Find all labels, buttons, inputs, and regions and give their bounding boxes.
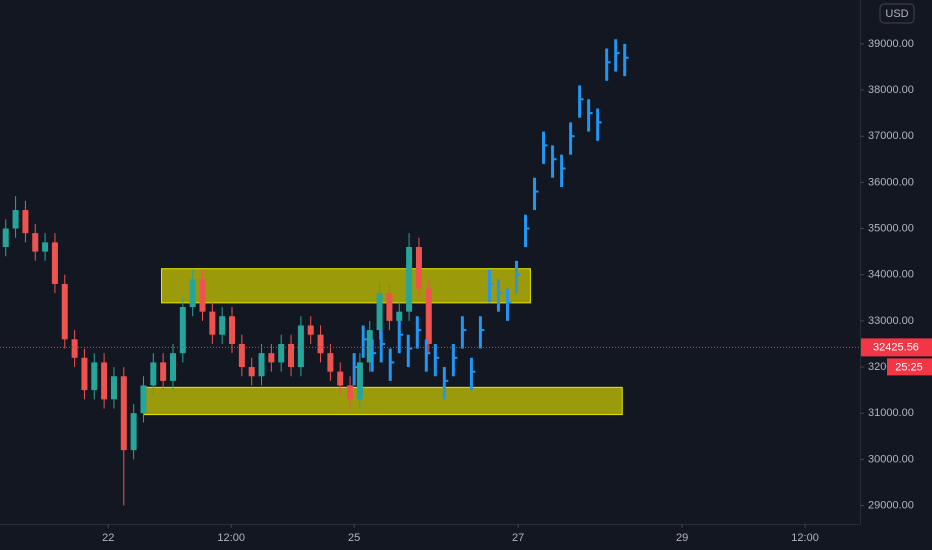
candle-body — [110, 376, 117, 400]
y-tick-label: 36000.00 — [868, 176, 914, 188]
candle-body — [337, 371, 344, 386]
candle-body — [22, 210, 29, 234]
candle-body — [317, 334, 324, 354]
zone — [142, 386, 623, 416]
candle-body — [130, 413, 137, 451]
candle-body — [189, 279, 196, 308]
candle-body — [71, 339, 78, 358]
y-tick-label: 29000.00 — [868, 499, 914, 511]
countdown-label: 25:25 — [895, 361, 923, 373]
y-tick-label: 31000.00 — [868, 407, 914, 419]
y-tick-label: 34000.00 — [868, 269, 914, 281]
currency-button[interactable] — [879, 3, 915, 24]
candle-body — [229, 316, 236, 344]
candle-body — [396, 311, 403, 321]
candle-body — [307, 325, 314, 335]
candle-body — [169, 353, 176, 381]
y-tick-label: 30000.00 — [868, 453, 914, 465]
candle-body — [376, 293, 383, 331]
candle-body — [51, 242, 58, 284]
y-tick-label: 37000.00 — [868, 130, 914, 142]
candle-body — [406, 246, 413, 312]
candle-body — [209, 311, 216, 335]
candle-body — [386, 293, 393, 321]
y-tick-label: 35000.00 — [868, 222, 914, 234]
candle-body — [12, 210, 19, 229]
candle-body — [425, 288, 432, 344]
candle-body — [101, 362, 108, 400]
y-tick-label: 39000.00 — [868, 38, 914, 50]
candle-body — [150, 362, 157, 386]
candle-body — [2, 228, 9, 247]
candle-body — [32, 233, 39, 252]
candle-body — [366, 330, 373, 363]
candle-body — [268, 353, 275, 363]
currency-label[interactable]: USD — [885, 8, 908, 20]
x-tick-label: 25 — [348, 532, 360, 544]
x-tick-label: 12:00 — [217, 532, 245, 544]
x-tick-label: 27 — [512, 532, 524, 544]
x-tick-label: 12:00 — [791, 532, 819, 544]
candle-body — [278, 343, 285, 363]
candle-body — [297, 325, 304, 368]
x-tick-label: 22 — [102, 532, 114, 544]
price-label: 32425.56 — [873, 341, 919, 353]
candle-body — [61, 283, 68, 340]
candle-body — [238, 343, 245, 368]
candle-body — [199, 279, 206, 312]
candle-body — [356, 362, 363, 400]
y-tick-label: 33000.00 — [868, 315, 914, 327]
x-tick-label: 29 — [676, 532, 688, 544]
candle-body — [160, 362, 167, 381]
countdown-tag — [887, 358, 932, 376]
y-tick-label: 38000.00 — [868, 84, 914, 96]
candle-body — [248, 367, 255, 377]
candle-body — [347, 385, 354, 400]
candle-body — [179, 307, 186, 354]
candle-body — [120, 376, 127, 451]
candle-body — [219, 316, 226, 335]
price-tag — [861, 338, 932, 357]
candle-body — [258, 353, 265, 377]
candle-body — [288, 343, 295, 368]
candle-body — [327, 353, 334, 372]
zone — [161, 268, 531, 304]
candle-body — [140, 385, 147, 414]
candle-body — [91, 362, 98, 391]
candle-body — [42, 242, 49, 252]
candle-body — [415, 246, 422, 289]
candle-body — [81, 357, 88, 391]
